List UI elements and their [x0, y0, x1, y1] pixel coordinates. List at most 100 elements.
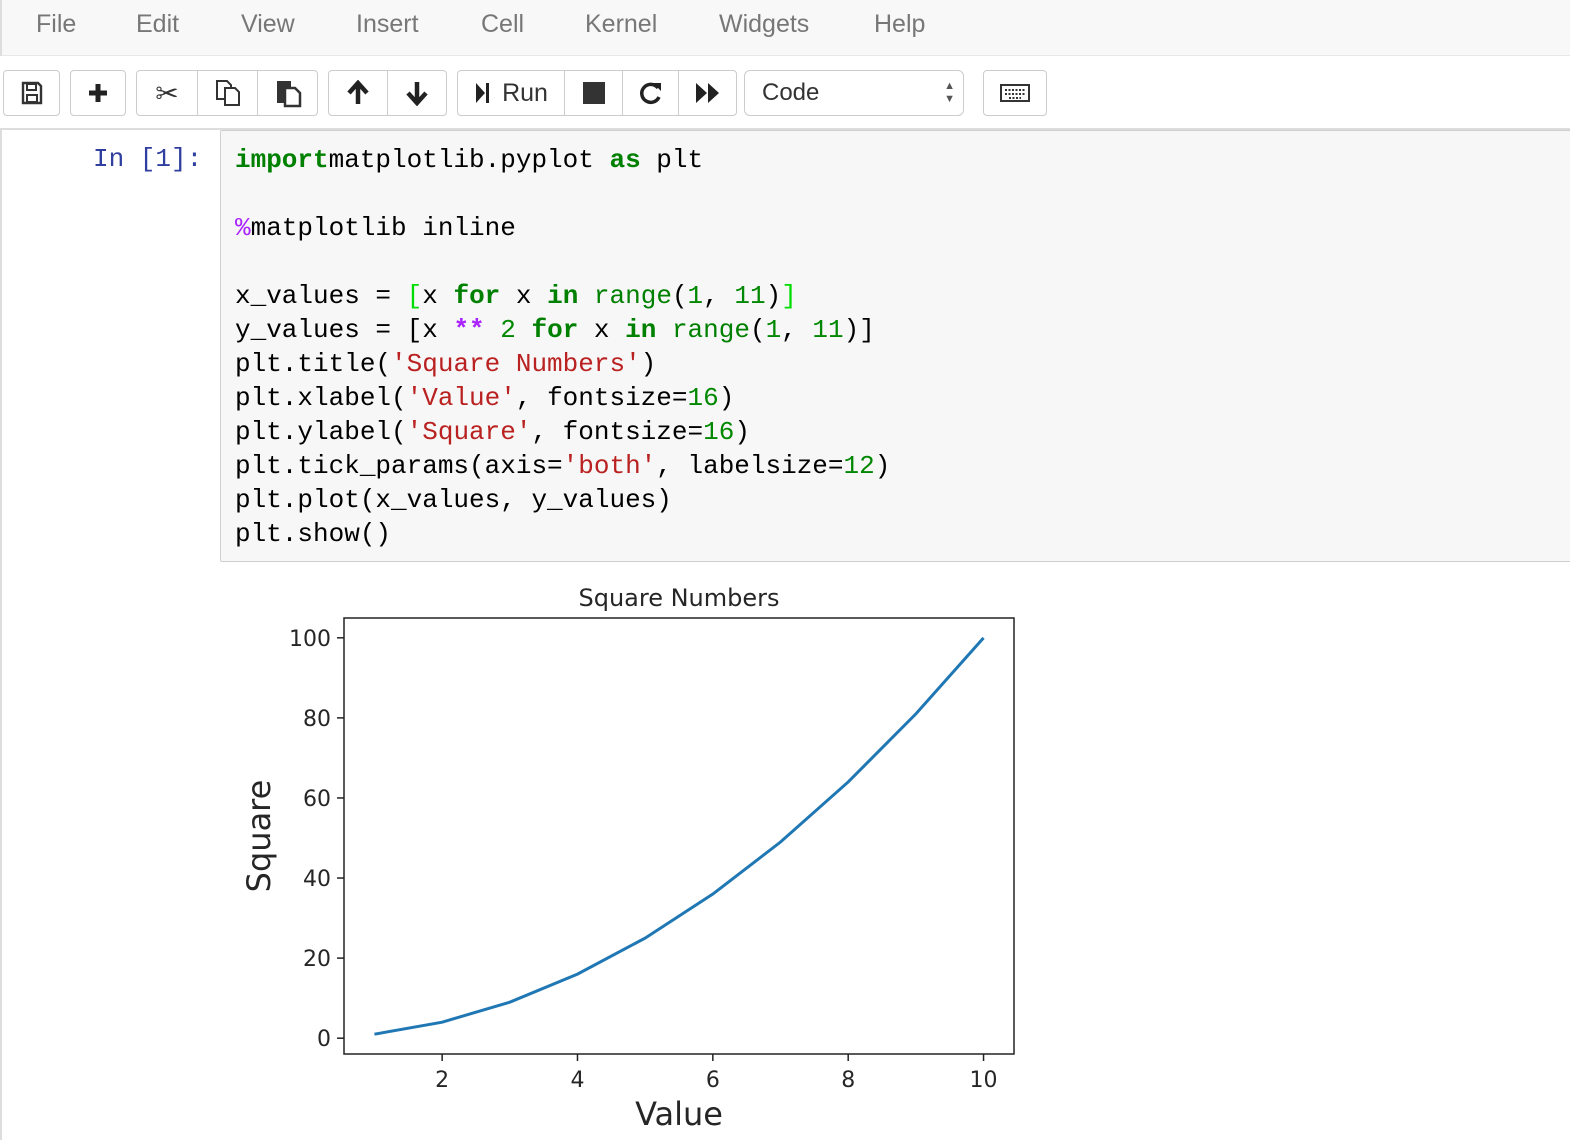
code-line: y_values = [x ** 2 for x in range(1, 11)…: [235, 313, 890, 347]
code-token: plt.plot(x_values, y_values): [235, 485, 672, 515]
x-tick-label: 8: [841, 1068, 855, 1093]
floppy-disk-icon: [21, 81, 42, 105]
menu-help[interactable]: Help: [874, 10, 926, 38]
code-token: ]: [781, 281, 797, 311]
code-token: plt.ylabel(: [235, 417, 407, 447]
code-line: plt.tick_params(axis='both', labelsize=1…: [235, 449, 890, 483]
y-axis-label: Square: [240, 780, 278, 893]
plot-axes-frame: [343, 617, 1015, 1055]
fast-forward-icon: [695, 83, 719, 103]
code-token: [516, 315, 532, 345]
menu-file[interactable]: File: [36, 10, 77, 38]
code-token: ): [765, 281, 782, 311]
code-line: plt.ylabel('Square', fontsize=16): [235, 415, 890, 449]
code-token: plt.xlabel(: [235, 383, 407, 413]
code-token: ): [640, 349, 657, 379]
scissors-icon: ✂: [155, 77, 179, 109]
code-token: import: [235, 145, 329, 175]
menu-cell[interactable]: Cell: [481, 10, 525, 38]
code-token: x: [578, 315, 626, 345]
cell-type-value: Code: [762, 79, 820, 106]
code-token: 11: [812, 315, 844, 345]
run-button[interactable]: Run: [457, 70, 565, 116]
code-token: for: [531, 315, 579, 345]
code-token: 12: [843, 451, 875, 481]
code-token: (: [671, 281, 688, 311]
y-tick-label: 80: [303, 707, 331, 732]
menu-widgets[interactable]: Widgets: [719, 10, 810, 38]
code-token: 'Value': [406, 383, 516, 413]
cell-type-select[interactable]: Code ▲ ▼: [744, 70, 964, 116]
code-token: [578, 281, 594, 311]
x-axis-label: Value: [635, 1095, 723, 1133]
y-tick-label: 20: [303, 947, 331, 972]
code-token: (: [749, 315, 766, 345]
save-button[interactable]: [3, 70, 60, 116]
menu-bar: File Edit View Insert Cell Kernel Widget…: [0, 0, 1570, 56]
code-token: 1: [687, 281, 704, 311]
code-line: [235, 245, 890, 279]
code-line: %matplotlib inline: [235, 211, 890, 245]
menu-kernel[interactable]: Kernel: [585, 10, 658, 38]
insert-cell-button[interactable]: [70, 70, 126, 116]
y-tick-label: 0: [317, 1027, 331, 1052]
restart-icon: [639, 82, 661, 105]
y-tick-label: 40: [303, 867, 331, 892]
code-token: 'both': [562, 451, 657, 481]
code-token: plt: [640, 145, 704, 175]
code-token: ): [718, 383, 735, 413]
x-tick-label: 6: [706, 1068, 720, 1093]
code-token: range: [593, 281, 672, 311]
copy-button[interactable]: [197, 70, 258, 116]
code-cell-input[interactable]: importmatplotlib.pyplot as plt %matplotli…: [220, 130, 1570, 562]
code-token: 1: [765, 315, 782, 345]
code-token: for: [453, 281, 501, 311]
code-token: x_values =: [235, 281, 407, 311]
code-token: as: [609, 145, 641, 175]
interrupt-button[interactable]: [564, 70, 623, 116]
code-token: 2: [500, 315, 516, 345]
select-arrows-icon: ▲ ▼: [944, 80, 955, 105]
keyboard-shortcuts-button[interactable]: [983, 70, 1047, 116]
code-token: plt.tick_params(axis=: [235, 451, 563, 481]
keyboard-icon: [1000, 84, 1030, 102]
code-token: range: [671, 315, 750, 345]
x-tick-label: 10: [970, 1068, 998, 1093]
code-token: 16: [687, 383, 719, 413]
x-tick-label: 2: [435, 1068, 449, 1093]
code-token: plt.show(): [235, 519, 392, 549]
code-token: [656, 315, 672, 345]
code-token: ): [874, 451, 891, 481]
run-all-button[interactable]: [678, 70, 737, 116]
stop-icon: [582, 82, 605, 104]
menu-edit[interactable]: Edit: [136, 10, 180, 38]
code-token: [485, 315, 501, 345]
code-token: , fontsize=: [515, 383, 688, 413]
code-editor[interactable]: importmatplotlib.pyplot as plt %matplotli…: [235, 143, 890, 551]
arrow-up-icon: [347, 80, 369, 104]
code-token: ,: [781, 315, 813, 345]
code-line: importmatplotlib.pyplot as plt: [235, 143, 890, 177]
code-line: plt.show(): [235, 517, 890, 551]
code-line: [235, 177, 890, 211]
code-token: [: [406, 281, 423, 311]
code-token: , fontsize=: [531, 417, 704, 447]
code-line: plt.xlabel('Value', fontsize=16): [235, 381, 890, 415]
code-token: y_values = [x: [235, 315, 454, 345]
code-token: **: [453, 315, 485, 345]
x-tick-label: 4: [570, 1068, 584, 1093]
menu-insert[interactable]: Insert: [356, 10, 419, 38]
y-tick-label: 60: [303, 787, 331, 812]
cut-button[interactable]: ✂: [136, 70, 198, 116]
code-token: 'Square': [406, 417, 532, 447]
code-token: %: [235, 213, 251, 243]
run-label: Run: [502, 78, 548, 107]
paste-button[interactable]: [257, 70, 318, 116]
move-down-button[interactable]: [387, 70, 447, 116]
code-token: 11: [734, 281, 766, 311]
code-token: 'Square Numbers': [391, 349, 641, 379]
menu-view[interactable]: View: [241, 10, 295, 38]
y-tick-label: 100: [289, 627, 331, 652]
restart-button[interactable]: [622, 70, 679, 116]
move-up-button[interactable]: [328, 70, 388, 116]
